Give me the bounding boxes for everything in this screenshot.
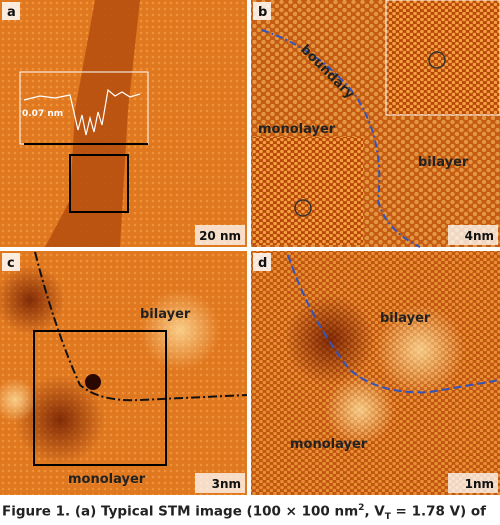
scale-box [448,225,498,245]
texture [0,265,65,335]
letter-box [2,2,20,20]
caption-label: Figure 1. [2,503,71,520]
texture [325,375,395,445]
shade [251,251,500,495]
defect [85,374,101,390]
caption: Figure 1. (a) Typical STM image (100 × 1… [2,503,486,522]
region-label: bilayer [418,155,469,170]
texture [140,290,220,370]
scale-label: 4nm [465,229,494,243]
region-label: bilayer [140,307,191,322]
scale-label: 3nm [212,477,241,491]
texture [285,295,375,385]
hexagon-mark [428,51,446,69]
panel-letter: b [258,5,267,20]
boundary-line [34,251,248,402]
figure: 0.07 nm boundary monolayer bilayer bilay… [0,0,500,495]
profile-label: 0.07 nm [22,109,63,119]
region-label: monolayer [290,437,368,452]
caption-sup: 2 [358,503,365,513]
zoom-box [33,330,167,466]
scale-box [195,473,245,493]
texture [0,378,37,422]
panel-b: boundary monolayer bilayer [251,0,500,248]
caption-sub: T [384,512,391,523]
panel-labels: a 20 nm b 4nm c 3nm d 1nm [2,2,498,493]
texture [375,305,465,395]
scale-label: 20 nm [199,229,241,243]
panel-d: bilayer monolayer [251,251,500,495]
region-label: bilayer [380,311,431,326]
letter-box [253,253,271,271]
scale-label: 1nm [465,477,494,491]
panel-letter: a [7,5,16,20]
profile-line [23,88,141,136]
scale-box [448,473,498,493]
terrace [45,0,140,247]
letter-box [253,2,271,20]
inset [385,0,500,116]
zoom-box [69,154,129,213]
caption-text: (a) Typical STM image (100 × 100 nm [74,503,359,520]
caption-text: = 1.78 V) of [390,503,487,520]
panel-letter: c [7,256,15,271]
hexagon-mark [294,199,312,217]
texture [15,375,105,465]
panel-letter: d [258,256,267,271]
boundary-line [287,254,500,394]
inset [253,137,363,245]
region-label: monolayer [68,472,146,487]
region-label: monolayer [258,122,336,137]
letter-box [2,253,20,271]
caption-text: , V [364,503,385,520]
scale-box [195,225,245,245]
panel-c: bilayer monolayer [0,251,248,495]
boundary-line [261,29,421,248]
panel-a: 0.07 nm [0,0,247,247]
